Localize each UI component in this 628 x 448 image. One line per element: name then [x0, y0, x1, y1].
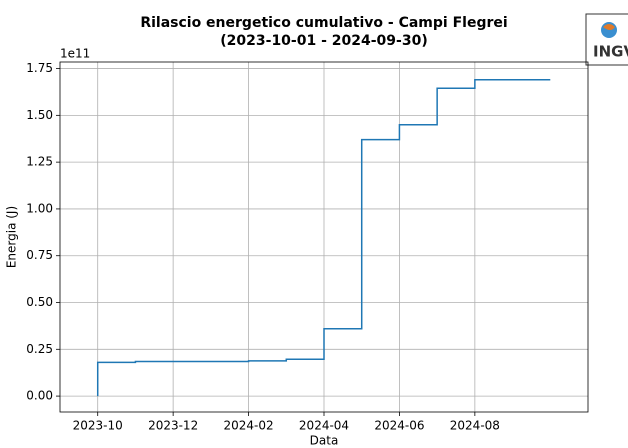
y-axis-label: Energia (J) [5, 206, 19, 268]
x-tick-label: 2023-12 [148, 419, 198, 433]
step-line [96, 79, 551, 397]
y-tick-label: 0.75 [26, 248, 53, 262]
chart-title: Rilascio energetico cumulativo - Campi F… [140, 15, 507, 31]
y-tick-label: 0.50 [26, 295, 53, 309]
x-tick-label: 2024-04 [299, 419, 349, 433]
y-tick-label: 1.75 [26, 61, 53, 75]
y-tick-label: 0.25 [26, 342, 53, 356]
x-tick-label: 2024-02 [224, 419, 274, 433]
y-tick-label: 0.00 [26, 389, 53, 403]
logo-text: INGV [593, 43, 628, 61]
chart-subtitle: (2023-10-01 - 2024-09-30) [220, 33, 427, 49]
x-axis-label: Data [310, 434, 339, 448]
x-tick-label: 2024-06 [374, 419, 424, 433]
logo: INGV [585, 13, 628, 66]
y-tick-label: 1.00 [26, 201, 53, 215]
y-tick-label: 1.25 [26, 155, 53, 169]
x-tick-label: 2024-08 [450, 419, 500, 433]
x-tick-label: 2023-10 [73, 419, 123, 433]
y-offset-label: 1e11 [60, 47, 90, 61]
plot-frame [59, 61, 589, 413]
logo-globe-detail [603, 24, 615, 30]
y-tick-label: 1.50 [26, 108, 53, 122]
